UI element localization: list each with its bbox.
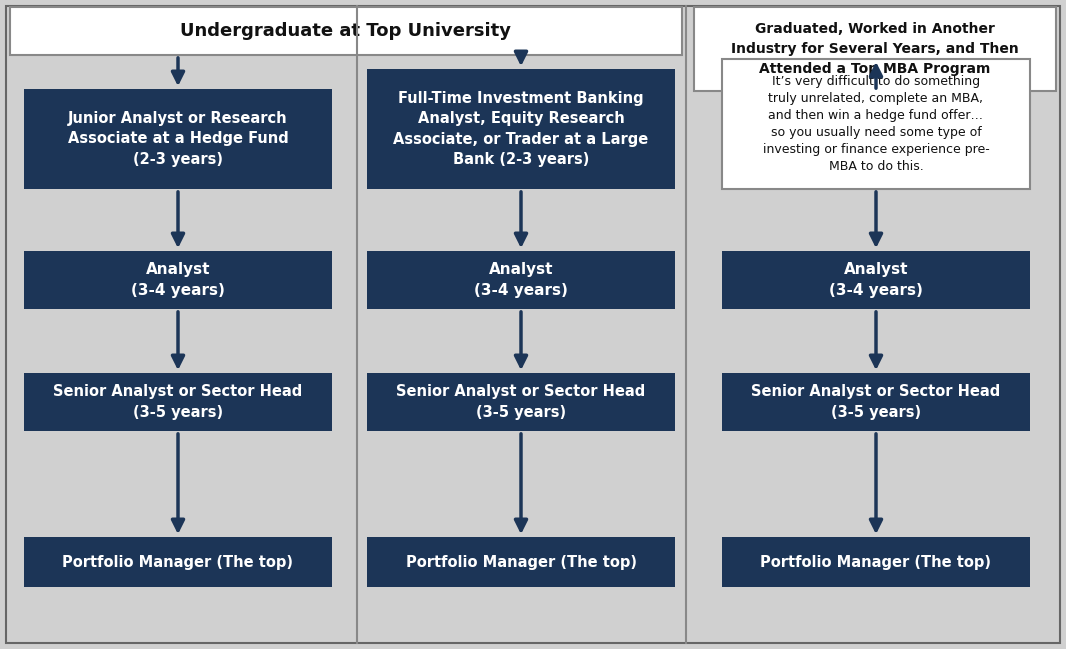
FancyBboxPatch shape — [722, 373, 1030, 431]
FancyBboxPatch shape — [25, 373, 332, 431]
FancyBboxPatch shape — [367, 69, 675, 189]
FancyBboxPatch shape — [367, 373, 675, 431]
Text: Graduated, Worked in Another
Industry for Several Years, and Then
Attended a Top: Graduated, Worked in Another Industry fo… — [731, 22, 1019, 76]
Text: Senior Analyst or Sector Head
(3-5 years): Senior Analyst or Sector Head (3-5 years… — [752, 384, 1001, 420]
FancyBboxPatch shape — [367, 537, 675, 587]
Text: Senior Analyst or Sector Head
(3-5 years): Senior Analyst or Sector Head (3-5 years… — [53, 384, 303, 420]
FancyBboxPatch shape — [722, 59, 1030, 189]
FancyBboxPatch shape — [6, 6, 1060, 643]
FancyBboxPatch shape — [25, 89, 332, 189]
Text: Portfolio Manager (The top): Portfolio Manager (The top) — [63, 554, 293, 570]
Text: It’s very difficult to do something
truly unrelated, complete an MBA,
and then w: It’s very difficult to do something trul… — [762, 75, 989, 173]
Text: Senior Analyst or Sector Head
(3-5 years): Senior Analyst or Sector Head (3-5 years… — [397, 384, 646, 420]
Text: Portfolio Manager (The top): Portfolio Manager (The top) — [405, 554, 636, 570]
Text: Portfolio Manager (The top): Portfolio Manager (The top) — [760, 554, 991, 570]
Text: Analyst
(3-4 years): Analyst (3-4 years) — [474, 262, 568, 298]
FancyBboxPatch shape — [694, 7, 1056, 91]
FancyBboxPatch shape — [25, 537, 332, 587]
FancyBboxPatch shape — [10, 7, 682, 55]
FancyBboxPatch shape — [25, 251, 332, 309]
FancyBboxPatch shape — [367, 251, 675, 309]
Text: Analyst
(3-4 years): Analyst (3-4 years) — [131, 262, 225, 298]
Text: Full-Time Investment Banking
Analyst, Equity Research
Associate, or Trader at a : Full-Time Investment Banking Analyst, Eq… — [393, 91, 648, 167]
Text: Analyst
(3-4 years): Analyst (3-4 years) — [829, 262, 923, 298]
FancyBboxPatch shape — [722, 251, 1030, 309]
Text: Undergraduate at Top University: Undergraduate at Top University — [180, 22, 512, 40]
FancyBboxPatch shape — [722, 537, 1030, 587]
Text: Junior Analyst or Research
Associate at a Hedge Fund
(2-3 years): Junior Analyst or Research Associate at … — [67, 111, 289, 167]
